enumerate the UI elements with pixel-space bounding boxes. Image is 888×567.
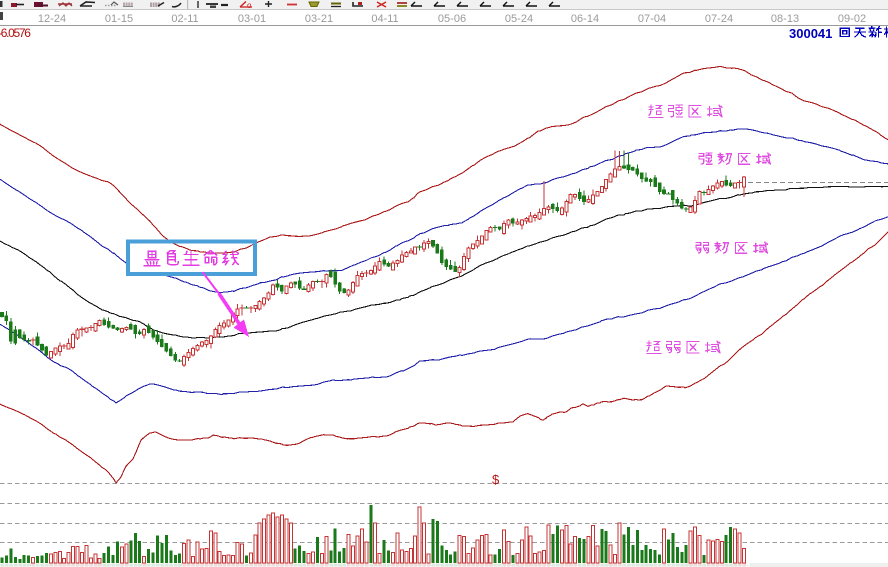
svg-text:$: $ <box>492 472 500 487</box>
svg-text:o: o <box>247 1 252 10</box>
